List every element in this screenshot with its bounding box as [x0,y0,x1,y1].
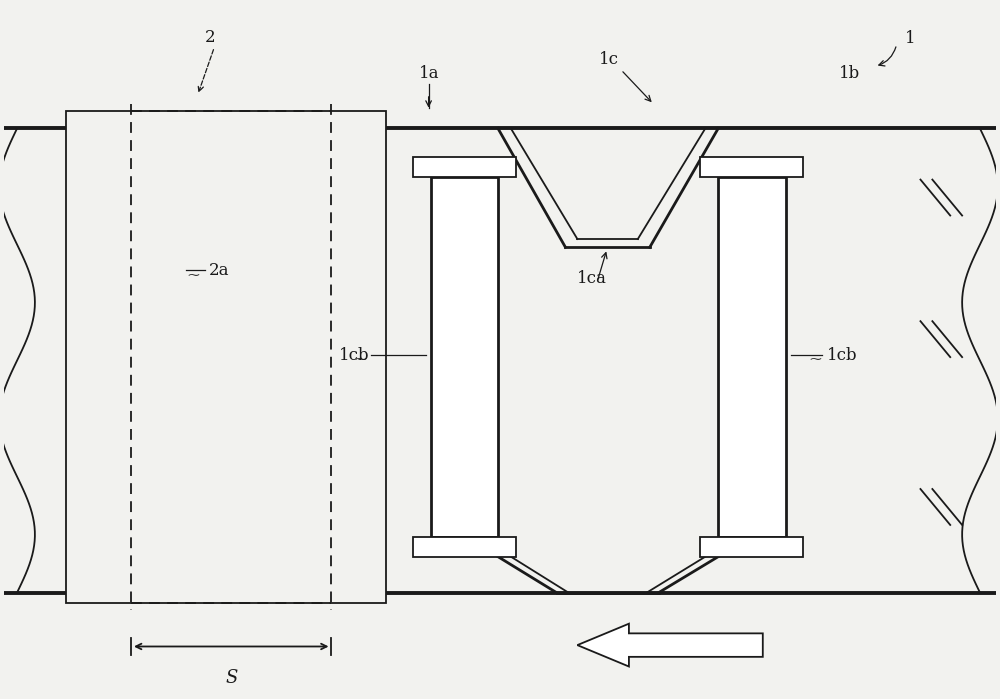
Text: ~: ~ [353,350,367,367]
Text: 1ca: 1ca [577,271,607,287]
Bar [413,538,516,556]
FancyArrow shape [577,624,763,667]
Bar [718,177,786,538]
Text: 1a: 1a [419,64,439,82]
Bar [413,157,516,177]
Text: 1cb: 1cb [338,347,369,363]
Text: 2: 2 [204,29,215,45]
Bar [66,111,386,603]
Bar [700,157,803,177]
Text: 1c: 1c [599,51,619,68]
Bar [431,177,498,538]
Bar [700,538,803,556]
Text: 1cb: 1cb [827,347,858,363]
Text: 1: 1 [905,30,915,47]
Text: S: S [225,668,237,686]
Text: 2a: 2a [208,261,229,279]
Text: 1b: 1b [839,64,860,82]
Text: ~: ~ [187,266,201,282]
Text: ~: ~ [808,350,822,367]
